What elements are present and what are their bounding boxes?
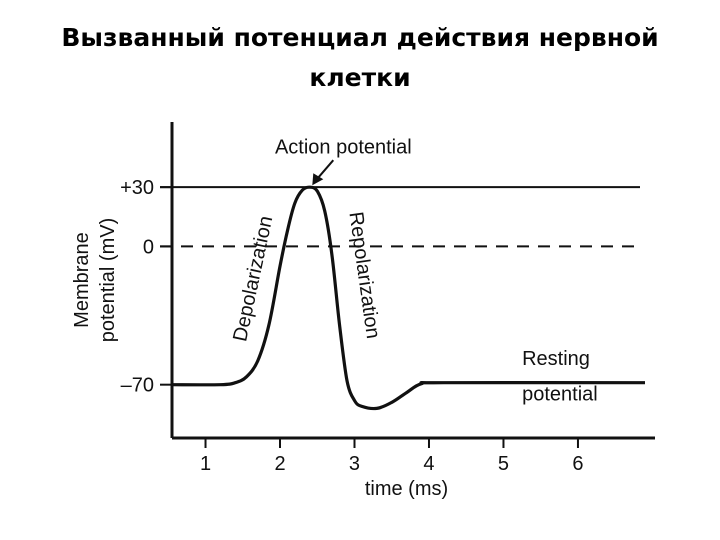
slide-title: Вызванный потенциал действия нервной кле… <box>61 23 659 92</box>
membrane-potential-series <box>171 185 646 411</box>
x-tick-label: 6 <box>572 453 583 475</box>
x-tick-label: 3 <box>349 453 360 475</box>
y-axis-label-line: potential (mV) <box>97 218 119 343</box>
x-axis-label: time (ms) <box>365 478 448 500</box>
y-tick-label: –70 <box>121 375 154 397</box>
annotation-label: Repolarization <box>344 210 384 340</box>
axis-labels: time (ms) Membrane potential (mV) <box>71 218 448 500</box>
axis-ticks: +30 0 –70 1 2 3 4 5 6 <box>120 177 583 475</box>
x-tick-label: 1 <box>200 453 211 475</box>
x-tick-label: 4 <box>423 453 434 475</box>
annotation-arrow-head <box>312 173 324 186</box>
annotation-label: potential <box>522 383 598 405</box>
y-tick-label: +30 <box>120 177 154 199</box>
annotation-label: Action potential <box>275 137 412 159</box>
y-axis-label: Membrane potential (mV) <box>71 218 119 343</box>
annotation-label: Resting <box>522 348 590 370</box>
y-axis-label-line: Membrane <box>71 232 93 328</box>
y-tick-label: 0 <box>143 236 154 258</box>
action-potential-curve <box>171 185 646 411</box>
x-tick-label: 5 <box>498 453 509 475</box>
x-tick-label: 2 <box>274 453 285 475</box>
reference-lines <box>160 186 640 248</box>
